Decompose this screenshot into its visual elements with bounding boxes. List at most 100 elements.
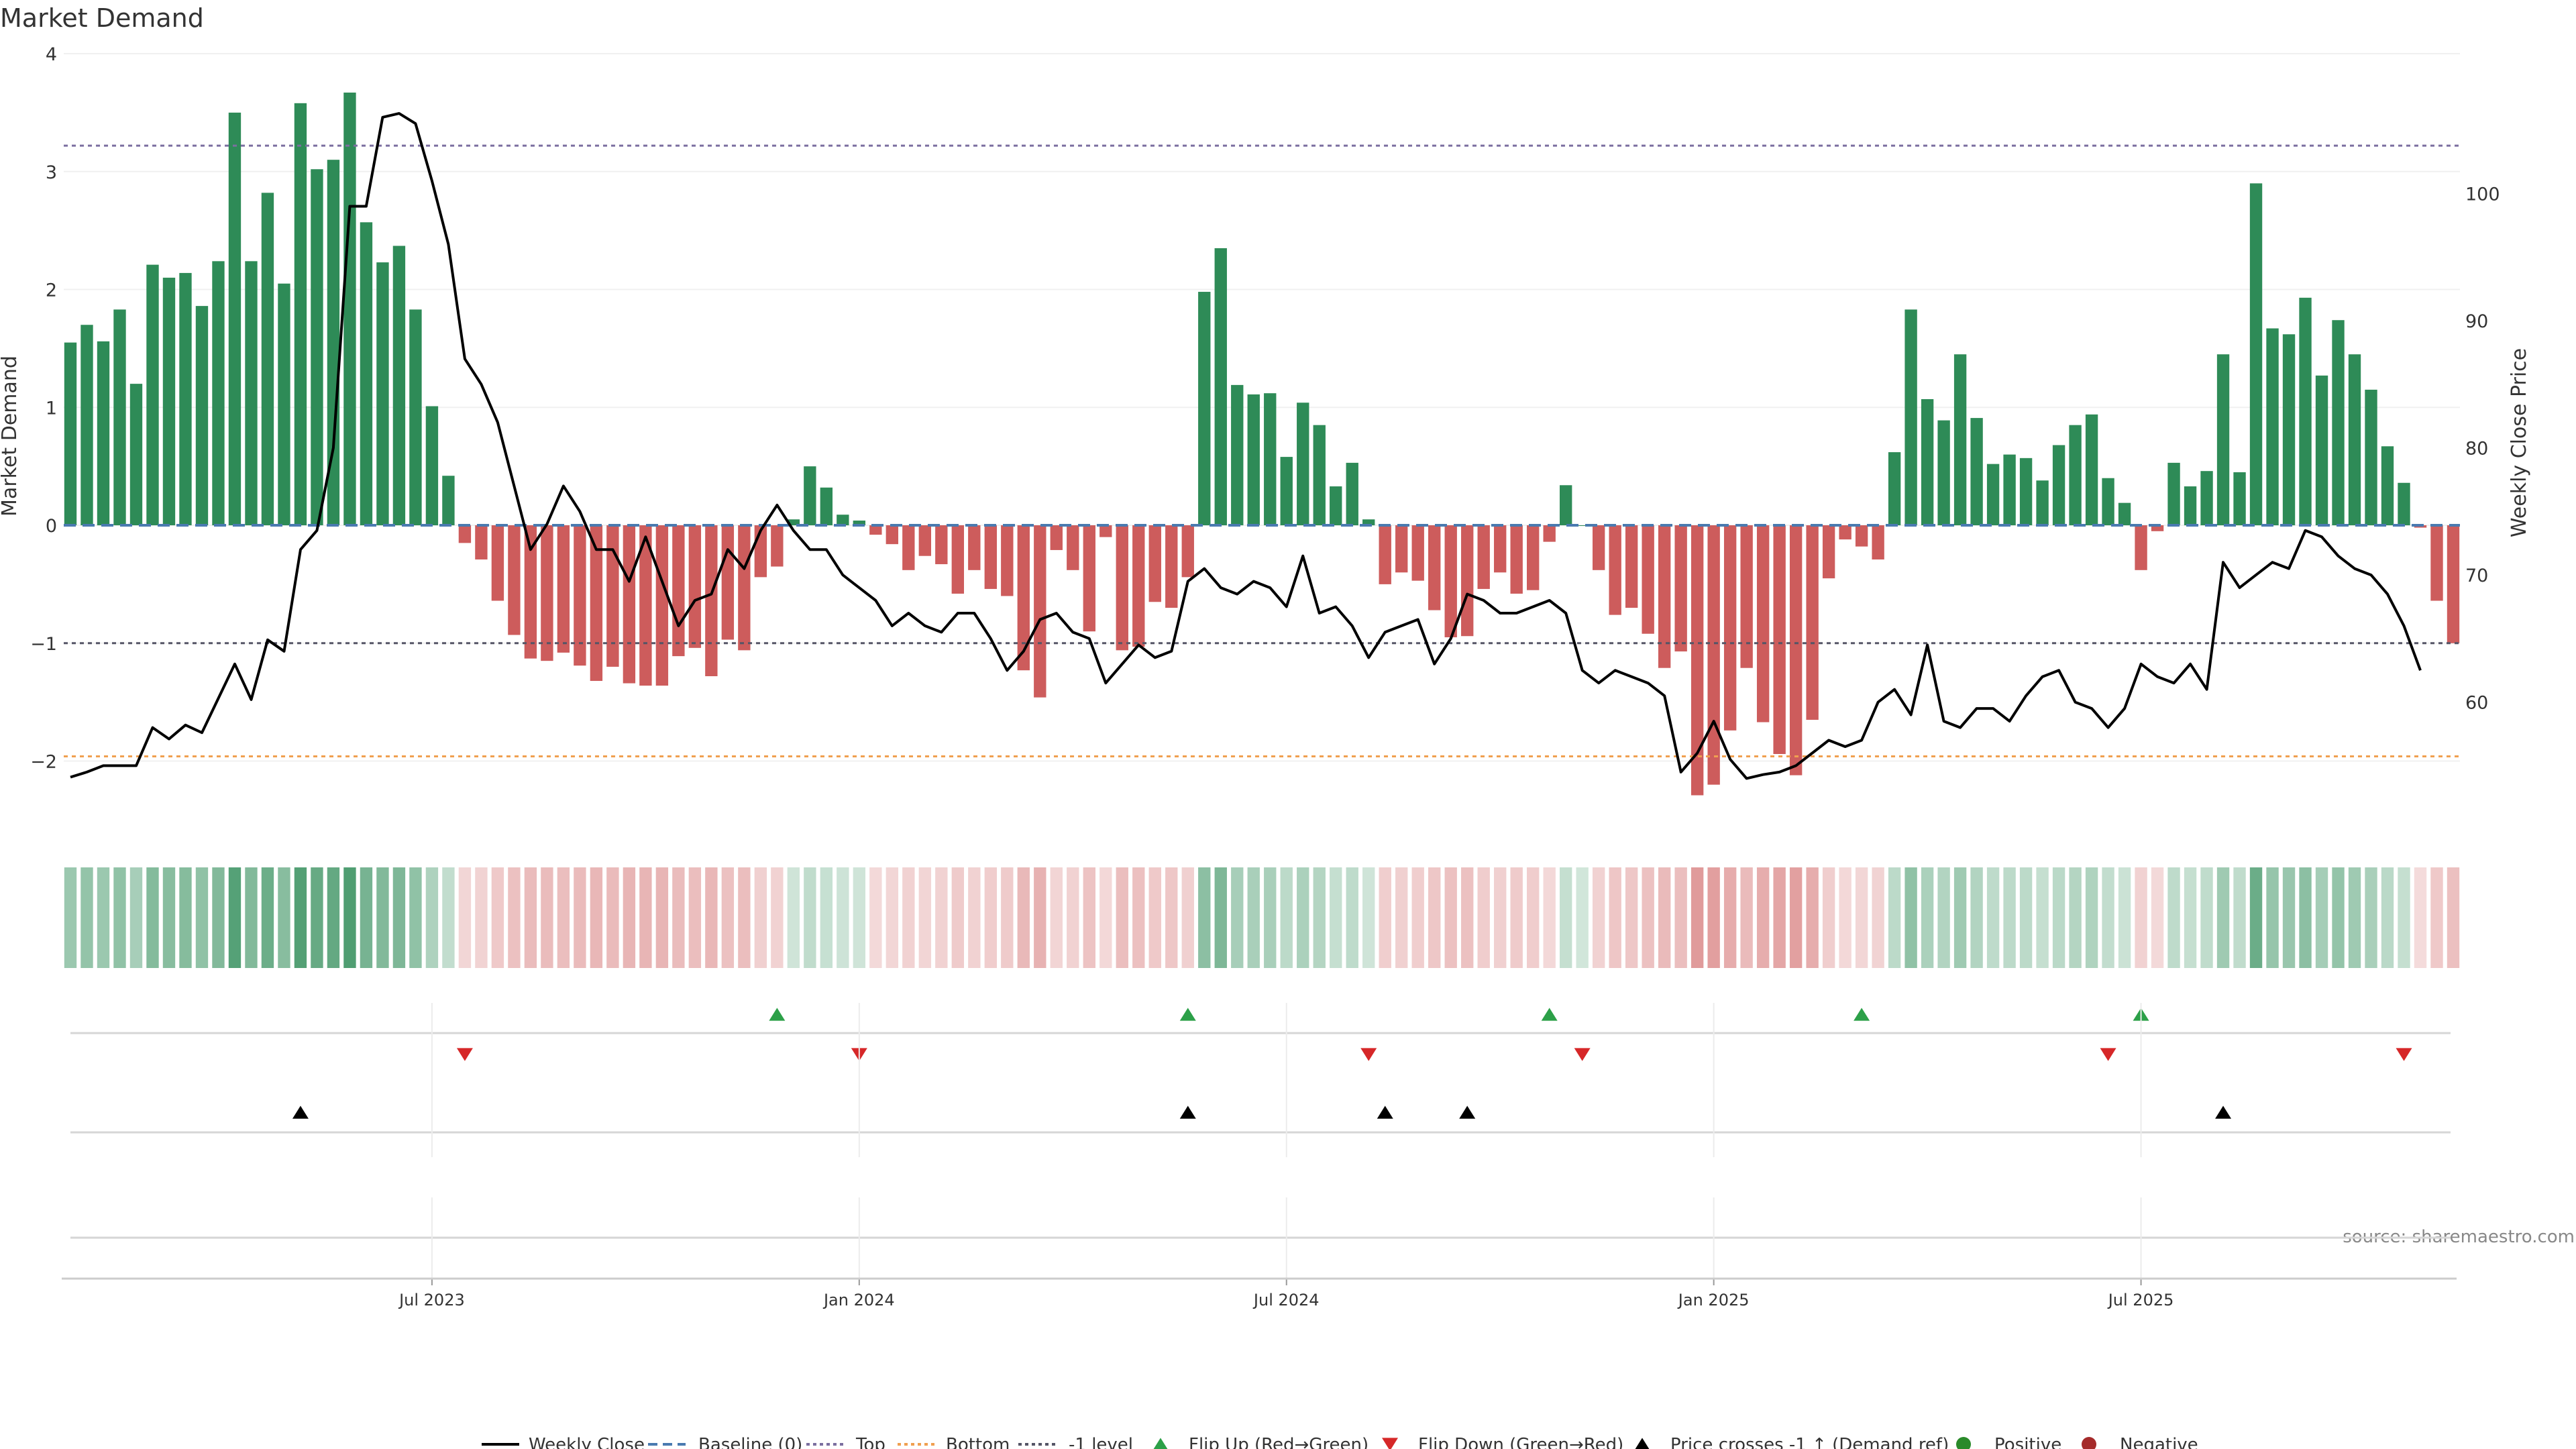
flip-down-marker: [1574, 1048, 1591, 1061]
strip-cell: [1330, 867, 1342, 968]
demand-bar: [2282, 334, 2296, 526]
demand-bar: [820, 487, 833, 526]
demand-bar: [1625, 525, 1638, 608]
demand-bar: [1411, 525, 1424, 581]
strip-cell: [80, 867, 93, 968]
strip-cell: [1099, 867, 1112, 968]
legend-label: Weekly Close: [529, 1435, 645, 1449]
strip-cell: [278, 867, 290, 968]
demand-bar: [918, 525, 932, 556]
strip-cell: [1855, 867, 1868, 968]
strip-cell: [1592, 867, 1605, 968]
demand-bar: [491, 525, 504, 601]
strip-cell: [1576, 867, 1589, 968]
strip-cell: [113, 867, 126, 968]
demand-bar: [1280, 457, 1293, 526]
strip-cell: [2019, 867, 2033, 968]
demand-bar: [2151, 525, 2164, 531]
strip-cell: [2299, 867, 2312, 968]
demand-bar: [1839, 525, 1851, 540]
strip-cell: [294, 867, 307, 968]
strip-cell: [885, 867, 899, 968]
demand-bar: [508, 525, 521, 635]
strip-cell: [442, 867, 455, 968]
demand-bar: [1921, 398, 1934, 526]
strip-cell: [327, 867, 340, 968]
strip-cell: [1510, 867, 1523, 968]
strip-cell: [1001, 867, 1014, 968]
demand-bar: [2003, 454, 2016, 526]
strip-cell: [245, 867, 258, 968]
strip-cell: [409, 867, 422, 968]
strip-cell: [1822, 867, 1835, 968]
demand-bar: [1740, 525, 1753, 668]
demand-bar: [1165, 525, 1178, 608]
main-panel: −2 −1 0 1 2 3 4 60 70 80 90 100: [30, 44, 2500, 796]
demand-bar: [2216, 354, 2230, 526]
strip-cell: [2184, 867, 2197, 968]
strip-cell: [590, 867, 603, 968]
demand-bar: [212, 261, 225, 526]
demand-bar: [787, 519, 800, 526]
strip-cell: [2414, 867, 2427, 968]
demand-bar: [1477, 525, 1490, 589]
legend-label: Top: [855, 1435, 885, 1449]
strip-cell: [623, 867, 636, 968]
strip-cell: [2216, 867, 2230, 968]
strip-cell: [1839, 867, 1851, 968]
strip-cell: [574, 867, 586, 968]
strip-cell: [1806, 867, 1819, 968]
strip-cell: [2036, 867, 2049, 968]
demand-bar: [606, 525, 619, 667]
strip-cell: [2282, 867, 2296, 968]
strip-cell: [212, 867, 225, 968]
demand-bar: [2036, 480, 2049, 526]
demand-bar: [2249, 183, 2263, 526]
strip-cell: [754, 867, 767, 968]
demand-bar: [1231, 384, 1244, 526]
strip-cell: [2069, 867, 2082, 968]
flip-down-marker: [456, 1048, 473, 1061]
strip-cell: [2118, 867, 2131, 968]
demand-bar: [2102, 478, 2114, 526]
demand-bar: [1937, 420, 1950, 526]
demand-bar: [2184, 486, 2197, 526]
strip-cell: [360, 867, 373, 968]
demand-bar: [1576, 525, 1589, 527]
demand-bar: [1428, 525, 1441, 610]
demand-bar: [1313, 425, 1326, 526]
strip-cell: [1181, 867, 1194, 968]
demand-bar: [1017, 525, 1030, 671]
demand-bar: [2315, 375, 2328, 526]
legend-swatch: [1153, 1438, 1168, 1449]
demand-bar: [64, 342, 77, 526]
strip-cell: [738, 867, 751, 968]
legend-label: Flip Down (Green→Red): [1418, 1435, 1623, 1449]
date-axis: Jul 2023 Jan 2024 Jul 2024 Jan 2025 Jul 2025: [62, 1003, 2457, 1309]
strip-cell: [1444, 867, 1457, 968]
strip-cell: [2052, 867, 2065, 968]
demand-bar: [1198, 292, 1211, 526]
strip-cell: [1428, 867, 1441, 968]
demand-bar: [2332, 320, 2345, 526]
strip-cell: [837, 867, 849, 968]
strip-cell: [64, 867, 77, 968]
demand-bar: [2398, 482, 2410, 526]
strip-cell: [2249, 867, 2263, 968]
strip-cell: [1970, 867, 1983, 968]
demand-bar: [162, 277, 176, 526]
strip-cell: [1527, 867, 1540, 968]
price-cross-marker: [292, 1106, 309, 1119]
date-tick-label: Jan 2024: [822, 1291, 895, 1309]
demand-bar: [1346, 462, 1358, 526]
demand-bar: [1001, 525, 1014, 596]
strip-cell: [1872, 867, 1884, 968]
strip-cell: [688, 867, 702, 968]
strip-cell: [541, 867, 553, 968]
strip-cell: [1937, 867, 1950, 968]
demand-bar: [278, 283, 290, 526]
demand-bar: [1034, 525, 1046, 698]
y-tick-label: 0: [46, 516, 57, 537]
strip-cell: [2447, 867, 2460, 968]
demand-bar: [1050, 525, 1063, 550]
